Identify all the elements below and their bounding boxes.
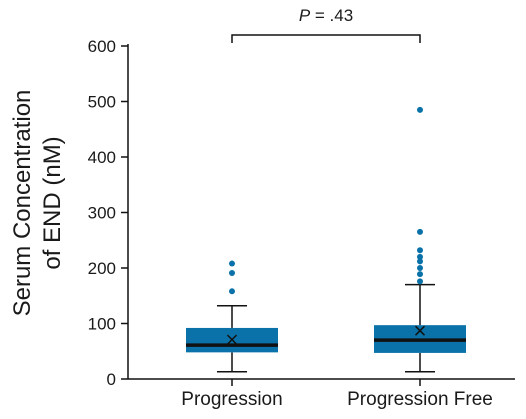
outlier-point [417, 265, 423, 271]
outlier-point [417, 258, 423, 265]
outlier-point [417, 278, 423, 285]
y-tick-label: 400 [88, 148, 116, 167]
boxes [186, 106, 466, 373]
y-tick-label: 500 [88, 93, 116, 112]
outlier-point [417, 106, 423, 113]
mean-marker [414, 325, 426, 336]
y-axis-title: Serum Concentration [9, 90, 36, 317]
outlier-point [229, 260, 235, 267]
x-category-label: Progression Free [347, 389, 493, 410]
p-value-label: P = .43 [299, 6, 353, 25]
y-tick-label: 300 [88, 204, 116, 223]
y-tick-label: 600 [88, 37, 116, 56]
y-axis-title-line2: of END (nM) [39, 136, 66, 269]
outlier-point [417, 271, 423, 278]
outlier-point [229, 269, 235, 276]
y-tick-label: 100 [88, 315, 116, 334]
y-axis: 0 100 200 300 400 500 600 [88, 37, 129, 389]
x-axis: Progression Progression Free [128, 378, 515, 410]
box-group-1 [186, 260, 278, 373]
box-group-2 [374, 106, 466, 373]
outlier-point [417, 228, 423, 235]
outlier-point [417, 247, 423, 254]
y-tick-label: 200 [88, 259, 116, 278]
outlier-point [229, 288, 235, 295]
x-category-label: Progression [181, 389, 282, 410]
p-value-text: = .43 [310, 6, 353, 25]
mean-marker [226, 334, 238, 345]
p-value-italic: P [299, 6, 311, 25]
y-tick-label: 0 [107, 370, 116, 389]
significance-bracket [231, 34, 421, 43]
significance-annotation: P = .43 [231, 6, 421, 43]
outlier-point [417, 253, 423, 260]
